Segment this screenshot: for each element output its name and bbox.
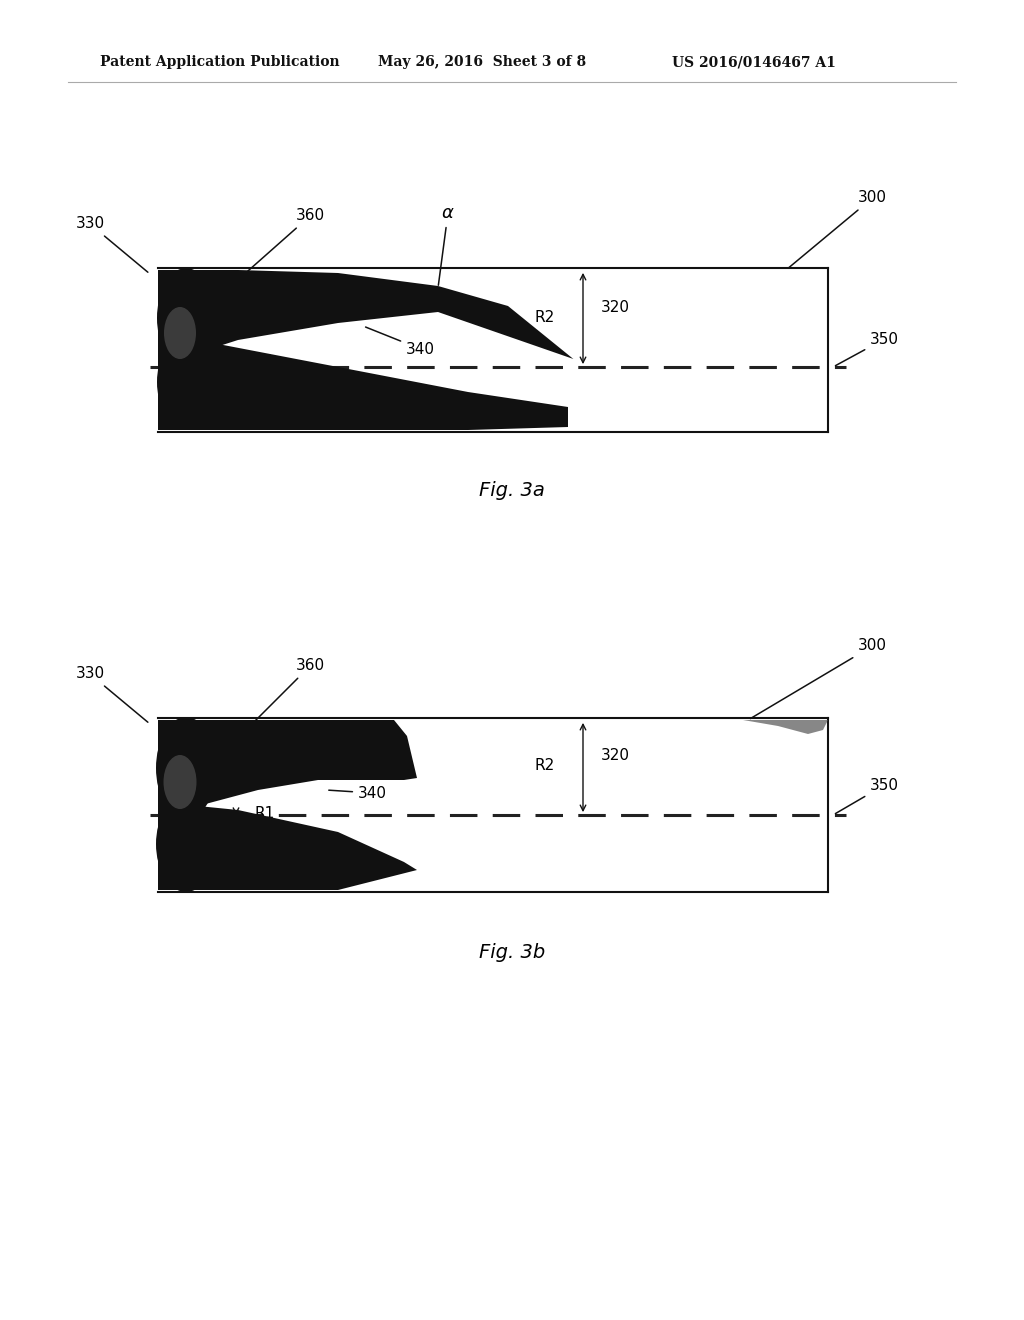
Polygon shape — [158, 337, 568, 430]
Text: 330: 330 — [76, 667, 147, 722]
Text: R1: R1 — [254, 355, 274, 370]
Polygon shape — [158, 271, 573, 363]
Text: 320: 320 — [601, 300, 630, 314]
Text: 360: 360 — [242, 209, 325, 276]
Polygon shape — [158, 803, 417, 890]
Text: 340: 340 — [366, 327, 435, 356]
Polygon shape — [743, 719, 828, 734]
Text: 310: 310 — [171, 777, 201, 792]
Text: Fig. 3b: Fig. 3b — [479, 942, 545, 961]
Text: 310: 310 — [171, 330, 201, 345]
Ellipse shape — [156, 717, 216, 818]
Text: 320: 320 — [601, 748, 630, 763]
Text: 330: 330 — [76, 216, 147, 272]
Polygon shape — [158, 719, 417, 814]
Text: R2: R2 — [535, 759, 555, 774]
Text: R1: R1 — [254, 805, 274, 821]
Text: Fig. 3a: Fig. 3a — [479, 480, 545, 499]
Text: 350: 350 — [836, 331, 899, 366]
Ellipse shape — [164, 308, 196, 359]
Text: 300: 300 — [788, 190, 887, 268]
Ellipse shape — [157, 334, 215, 429]
Text: Patent Application Publication: Patent Application Publication — [100, 55, 340, 69]
Ellipse shape — [164, 755, 197, 809]
Text: 300: 300 — [751, 639, 887, 718]
Text: 340: 340 — [329, 785, 387, 800]
Text: 350: 350 — [836, 777, 899, 813]
Ellipse shape — [157, 268, 215, 368]
Text: May 26, 2016  Sheet 3 of 8: May 26, 2016 Sheet 3 of 8 — [378, 55, 586, 69]
Ellipse shape — [156, 796, 216, 892]
Text: US 2016/0146467 A1: US 2016/0146467 A1 — [672, 55, 836, 69]
Text: 360: 360 — [250, 659, 325, 726]
Text: $\alpha$: $\alpha$ — [438, 205, 455, 285]
Text: R2: R2 — [535, 309, 555, 325]
